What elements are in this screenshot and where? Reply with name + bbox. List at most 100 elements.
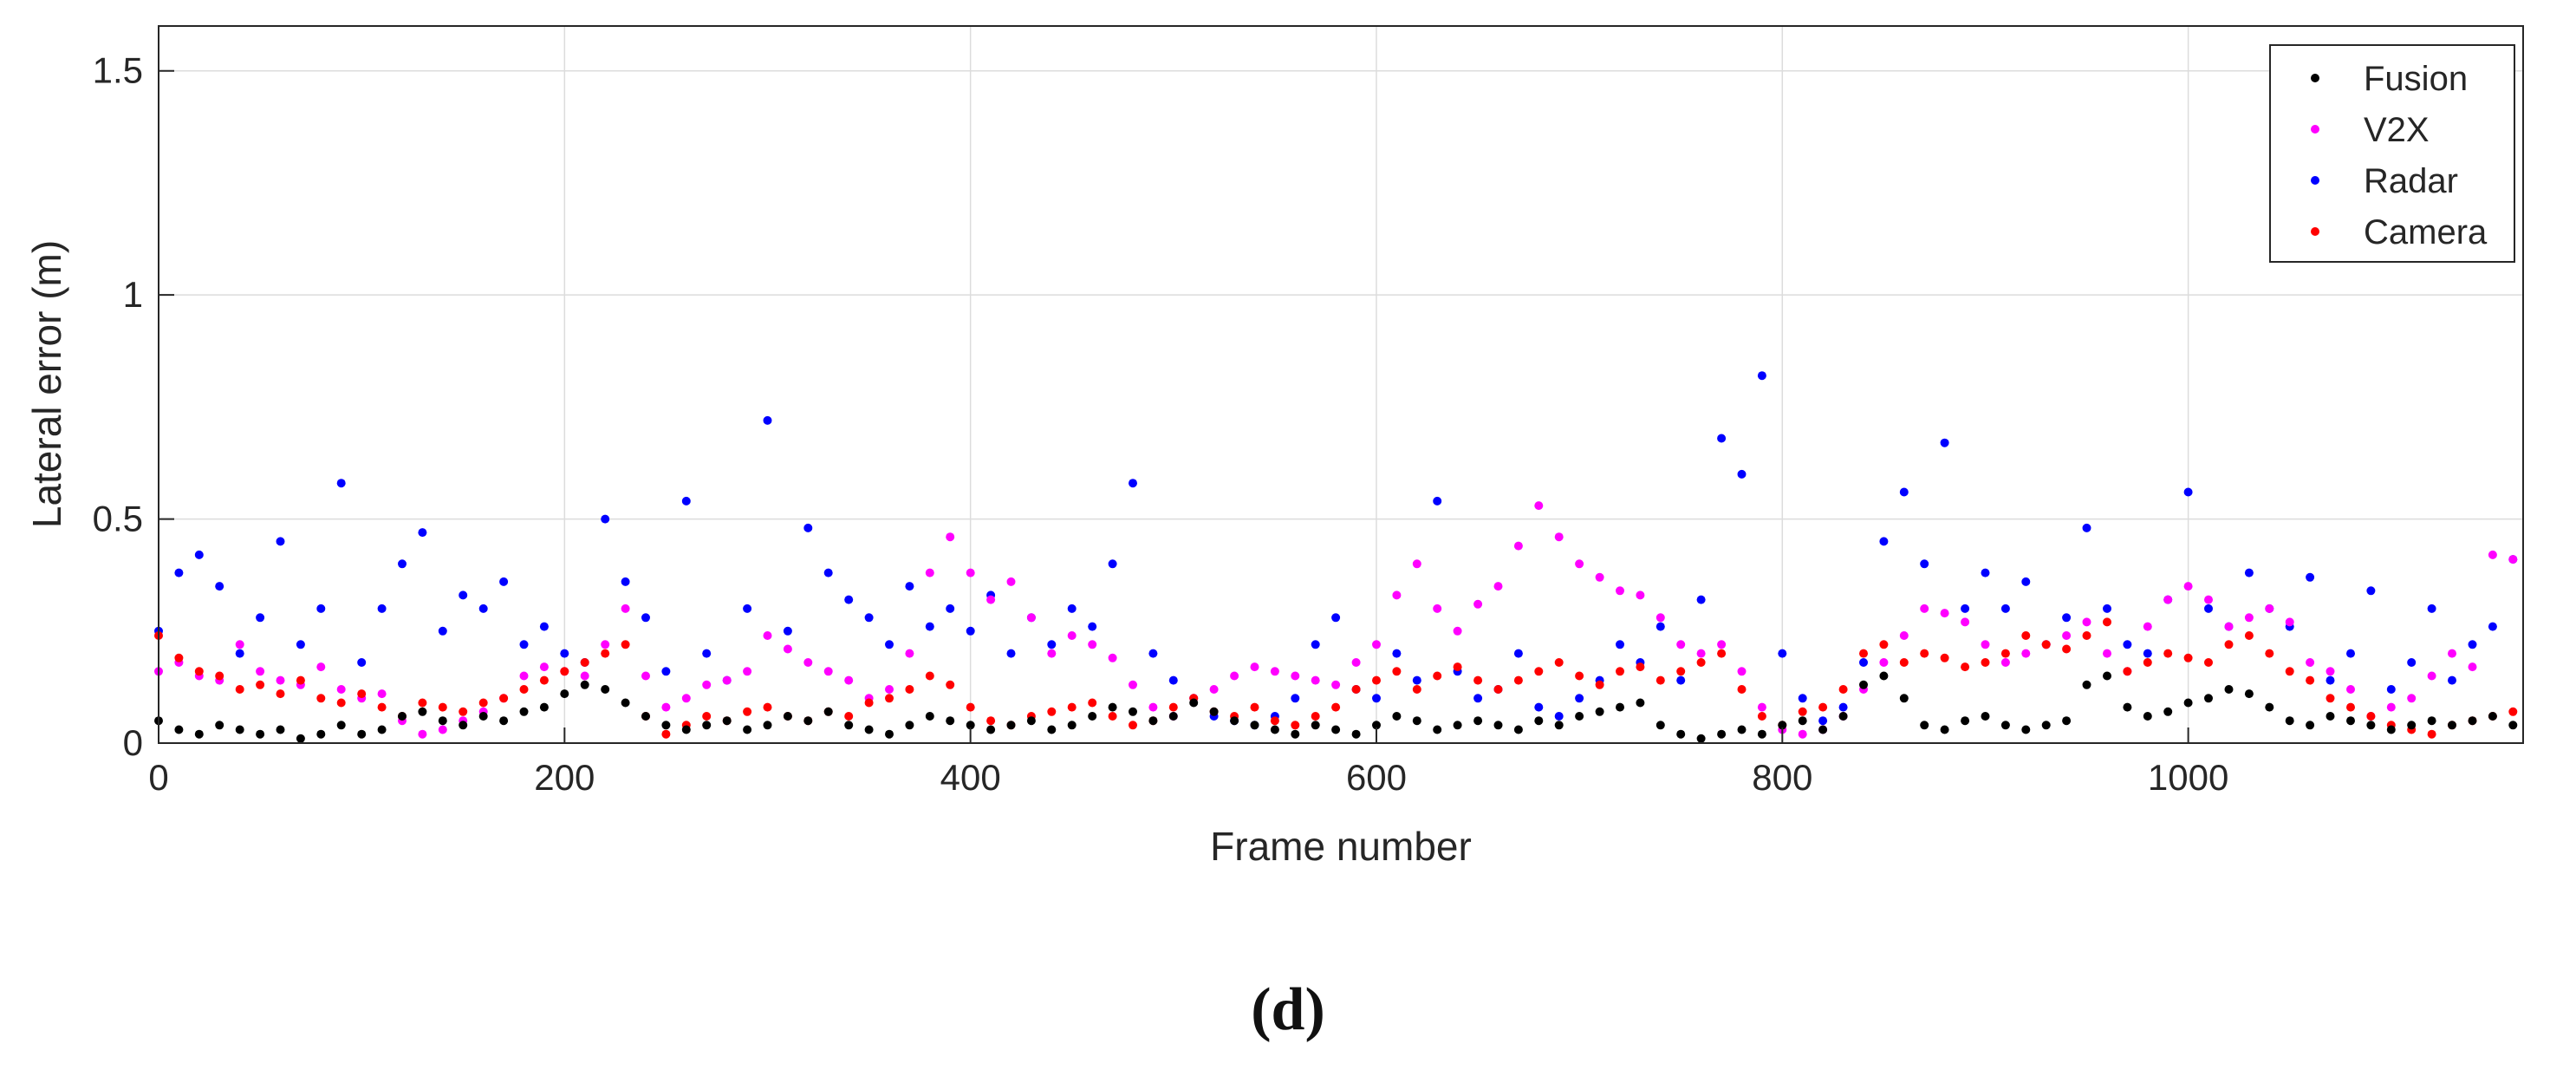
point-radar <box>499 577 509 586</box>
point-camera <box>296 675 305 685</box>
point-radar <box>1067 604 1077 613</box>
point-v2x <box>1696 649 1706 658</box>
point-fusion <box>1859 680 1868 689</box>
point-camera <box>539 675 549 685</box>
point-v2x <box>1554 532 1564 542</box>
point-camera <box>2163 649 2173 658</box>
point-radar <box>1006 649 1016 658</box>
point-radar <box>2021 577 2031 586</box>
point-camera <box>2427 729 2436 739</box>
x-tick-label: 1000 <box>2148 757 2228 798</box>
point-fusion <box>1209 707 1219 716</box>
point-v2x <box>1412 559 1421 569</box>
point-radar <box>459 590 468 600</box>
point-camera <box>336 698 346 708</box>
point-fusion <box>986 725 996 734</box>
point-v2x <box>641 671 650 681</box>
point-v2x <box>539 662 549 672</box>
point-camera <box>946 680 955 689</box>
point-radar <box>418 528 427 538</box>
point-v2x <box>2488 550 2497 559</box>
point-radar <box>2103 604 2111 613</box>
point-v2x <box>1088 640 1097 649</box>
point-fusion <box>763 721 772 730</box>
point-v2x <box>946 532 955 542</box>
point-fusion <box>580 680 589 689</box>
point-radar <box>1108 559 1117 569</box>
point-camera <box>885 694 894 703</box>
point-camera <box>1108 712 1117 721</box>
point-fusion <box>661 721 671 730</box>
point-fusion <box>2183 698 2193 708</box>
point-v2x <box>1676 640 1686 649</box>
point-fusion <box>194 729 204 739</box>
point-v2x <box>1351 658 1361 667</box>
point-v2x <box>743 667 752 676</box>
point-v2x <box>925 568 934 577</box>
point-fusion <box>2123 702 2132 712</box>
point-camera <box>844 712 854 721</box>
plot-frame <box>158 25 2524 744</box>
point-fusion <box>946 716 955 726</box>
point-fusion <box>2326 712 2335 721</box>
point-fusion <box>601 685 610 694</box>
point-v2x <box>1392 590 1402 600</box>
legend-label-fusion: Fusion <box>2364 60 2468 98</box>
point-v2x <box>1940 609 1949 618</box>
point-camera <box>478 698 488 708</box>
point-fusion <box>357 729 367 739</box>
point-camera <box>2183 653 2193 662</box>
lateral-error-chart: 0 200 400 600 800 1000 0 0.5 1 1.5 Frame number L… <box>24 25 2524 869</box>
point-v2x <box>2163 595 2173 604</box>
point-v2x <box>2224 622 2234 631</box>
point-radar <box>601 514 610 524</box>
point-fusion <box>2285 716 2294 726</box>
point-camera <box>1554 658 1564 667</box>
point-camera <box>235 685 244 694</box>
point-fusion <box>478 712 488 721</box>
point-v2x <box>1230 671 1239 681</box>
point-camera <box>1291 721 1300 730</box>
point-v2x <box>377 689 387 699</box>
point-fusion <box>844 721 854 730</box>
point-fusion <box>2163 707 2173 716</box>
legend-box <box>2269 44 2515 263</box>
point-fusion <box>2103 671 2111 681</box>
point-radar <box>1798 694 1807 703</box>
point-camera <box>621 640 630 649</box>
x-axis-label: Frame number <box>1210 824 1472 869</box>
point-v2x <box>803 658 813 667</box>
point-fusion <box>2427 716 2436 726</box>
point-fusion <box>377 725 387 734</box>
point-radar <box>641 613 650 623</box>
point-fusion <box>641 712 650 721</box>
point-radar <box>256 613 265 623</box>
point-fusion <box>1291 729 1300 739</box>
point-camera <box>1270 716 1279 726</box>
point-radar <box>2366 586 2376 596</box>
point-radar <box>823 568 833 577</box>
point-fusion <box>1554 721 1564 730</box>
point-radar <box>844 595 854 604</box>
point-v2x <box>256 667 265 676</box>
point-v2x <box>2407 694 2417 703</box>
point-radar <box>1088 622 1097 631</box>
point-camera <box>1737 685 1747 694</box>
point-camera <box>1047 707 1057 716</box>
point-camera <box>1168 702 1178 712</box>
legend-label-v2x: V2X <box>2364 111 2430 149</box>
point-v2x <box>1493 582 1503 591</box>
point-camera <box>1757 712 1766 721</box>
point-camera <box>316 694 326 703</box>
point-camera <box>2103 617 2111 627</box>
point-radar <box>2326 675 2335 685</box>
point-camera <box>580 658 589 667</box>
point-radar <box>2448 675 2456 685</box>
point-radar <box>1676 675 1686 685</box>
point-v2x <box>1473 599 1483 609</box>
point-radar <box>1616 640 1624 649</box>
point-radar <box>1859 658 1868 667</box>
point-fusion <box>2224 685 2234 694</box>
point-radar <box>763 415 772 425</box>
point-v2x <box>1129 680 1137 689</box>
